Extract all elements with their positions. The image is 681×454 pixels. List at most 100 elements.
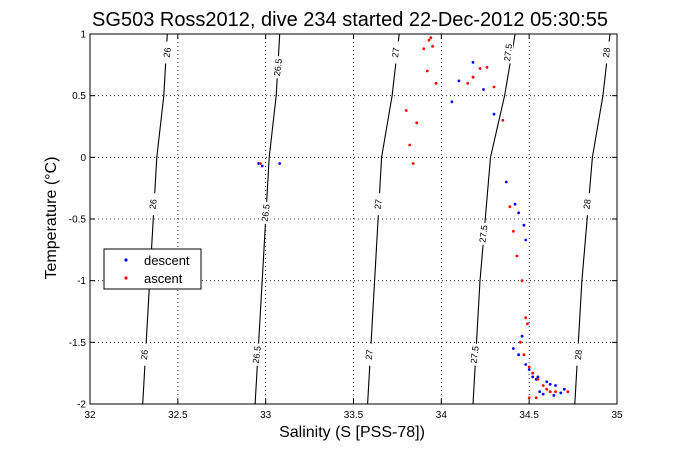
descent-point <box>527 368 531 371</box>
contour-label-bg <box>478 222 489 245</box>
x-tick-label: 33 <box>260 410 272 421</box>
y-tick-label: -0.5 <box>69 215 87 226</box>
legend-box <box>103 248 202 290</box>
y-tick-label: 0.5 <box>72 91 86 102</box>
contour-label-bg <box>139 343 150 366</box>
descent-point <box>517 353 520 357</box>
ascent-point <box>545 387 549 391</box>
ascent-point <box>429 36 433 40</box>
ascent-point <box>408 143 412 147</box>
contour-label-bg <box>582 193 593 216</box>
descent-point <box>457 79 461 83</box>
ascent-point <box>515 254 519 258</box>
descent-point <box>552 394 556 397</box>
contour-label: 28 <box>573 349 584 360</box>
descent-point <box>538 390 542 394</box>
x-tick-label: 34 <box>436 410 448 421</box>
ascent-point <box>534 396 538 400</box>
contour-label-bg <box>601 41 612 64</box>
ascent-point <box>485 65 489 69</box>
density-contours: 26 26 26 26.5 26.5 26.5 27 27 27 27.5 27.5 27.5 28 28… <box>139 33 612 405</box>
ascent-point <box>431 44 434 48</box>
descent-point <box>513 202 517 206</box>
contour-label-bg <box>373 193 384 216</box>
descent-point <box>562 387 566 391</box>
contour-label: 26.5 <box>260 204 272 223</box>
ascent-point <box>524 316 528 320</box>
y-tick-label: 1 <box>80 30 86 41</box>
density-contour-26 <box>142 33 168 405</box>
descent-point <box>541 392 545 396</box>
x-tick-label: 32.5 <box>168 410 188 421</box>
contour-label-bg <box>364 343 375 366</box>
descent-point <box>450 100 454 104</box>
density-contour-27 <box>367 33 400 405</box>
x-tick-label: 32 <box>84 410 96 421</box>
descent-point <box>504 180 508 184</box>
contour-label: 26.5 <box>251 345 263 364</box>
ascent-point <box>566 390 570 394</box>
ascent-point <box>548 390 552 394</box>
contour-label-bg <box>272 56 283 79</box>
ascent-point <box>427 38 431 42</box>
legend-marker-ascent <box>124 276 128 280</box>
contour-label: 27 <box>373 199 384 210</box>
ascent-point <box>541 384 545 387</box>
ascent-point <box>478 67 482 70</box>
ascent-point <box>425 69 429 73</box>
ascent-point <box>434 81 438 85</box>
ascent-point <box>520 279 524 283</box>
ascent-point <box>531 371 535 375</box>
x-axis-label: Salinity (S [PSS-78]) <box>279 424 425 441</box>
descent-point <box>545 380 549 384</box>
contour-label: 26 <box>162 47 173 58</box>
contour-label-bg <box>148 193 159 216</box>
ascent-point <box>411 162 415 165</box>
y-tick-label: -1.5 <box>69 338 87 349</box>
descent-point <box>536 375 540 379</box>
descent-point <box>554 384 557 387</box>
descent-point <box>492 112 496 116</box>
ascent-point <box>259 162 262 165</box>
contour-label: 27.5 <box>502 43 514 62</box>
ascent-point <box>492 85 496 89</box>
descent-point <box>517 211 520 215</box>
y-axis-label: Temperature (°C) <box>43 157 60 280</box>
ascent-point <box>512 229 515 233</box>
contour-label: 27 <box>364 349 375 360</box>
descent-point <box>559 391 563 395</box>
contour-label-bg <box>469 343 480 366</box>
density-contour-27.5 <box>472 33 516 405</box>
x-tick-label: 34.5 <box>519 410 539 421</box>
legend-label-descent: descent <box>144 253 190 268</box>
legend-label-ascent: ascent <box>144 271 183 286</box>
legend: descent ascent <box>103 248 202 290</box>
ascent-point <box>508 205 512 209</box>
density-contour-28 <box>574 33 611 405</box>
ascent-point <box>527 365 531 369</box>
contour-label: 26 <box>148 199 159 210</box>
ascent-point <box>527 396 531 400</box>
ascent-point <box>536 377 540 381</box>
contour-label-bg <box>573 343 584 366</box>
data-points <box>257 36 570 400</box>
ascent-point <box>415 121 419 125</box>
ascent-point <box>501 118 505 122</box>
descent-point <box>471 61 475 64</box>
contour-label: 28 <box>582 199 593 210</box>
descent-point <box>520 334 524 338</box>
contour-label: 26.5 <box>272 58 284 77</box>
legend-marker-descent <box>124 258 128 262</box>
y-tick-label: 0 <box>80 153 86 164</box>
descent-point <box>531 375 535 379</box>
ascent-point <box>554 390 557 394</box>
axis-ticks: 32 32.5 33 33.5 34 34.5 35 -2 -1.5 -1 -0.5 0 0.5 1 <box>69 30 623 422</box>
descent-point <box>522 223 526 227</box>
descent-point <box>512 347 515 350</box>
ascent-point <box>466 81 470 85</box>
descent-point <box>524 238 528 242</box>
ascent-point <box>519 340 522 344</box>
contour-label-bg <box>260 201 271 224</box>
descent-point <box>260 164 264 168</box>
